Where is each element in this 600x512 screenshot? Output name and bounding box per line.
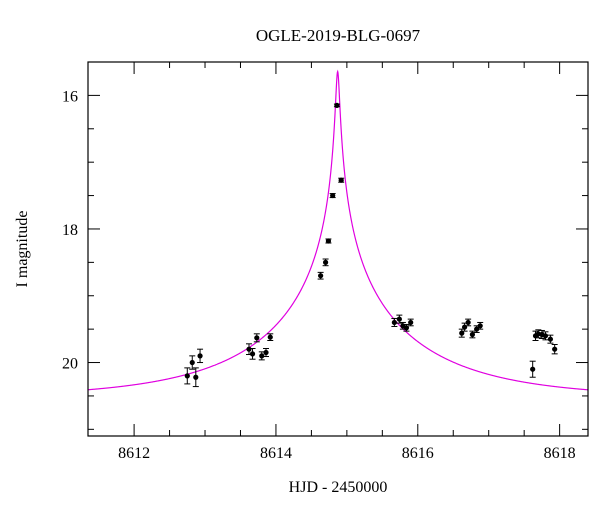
data-point — [469, 330, 476, 339]
data-marker — [184, 373, 190, 379]
data-point — [197, 348, 204, 364]
data-marker — [246, 346, 252, 352]
data-marker — [259, 353, 265, 359]
data-marker — [325, 238, 332, 244]
data-point — [322, 258, 329, 267]
data-marker — [189, 359, 195, 366]
data-marker — [552, 346, 558, 352]
data-point — [267, 333, 274, 341]
data-point — [458, 328, 465, 338]
data-points — [184, 102, 558, 388]
data-marker — [474, 326, 480, 332]
data-marker — [396, 316, 402, 322]
y-tick-label: 18 — [62, 222, 78, 239]
data-point — [258, 351, 265, 361]
y-tick-label: 16 — [62, 88, 78, 105]
data-marker — [391, 319, 397, 326]
data-marker — [408, 319, 414, 326]
y-axis-label: I magnitude — [14, 211, 31, 288]
data-point — [184, 367, 191, 385]
x-tick-label: 8614 — [260, 445, 292, 462]
data-point — [403, 323, 410, 332]
chart-title: OGLE-2019-BLG-0697 — [256, 26, 421, 45]
major-ticks — [88, 62, 588, 436]
data-marker — [403, 325, 410, 331]
x-tick-label: 8618 — [544, 445, 576, 462]
data-point — [325, 238, 332, 244]
data-point — [317, 271, 324, 280]
data-point — [396, 314, 403, 324]
model-layer — [87, 69, 589, 391]
data-point — [465, 318, 472, 327]
data-marker — [338, 177, 344, 183]
data-marker — [197, 353, 203, 359]
data-point — [529, 360, 536, 378]
data-point — [391, 317, 398, 327]
data-point — [189, 355, 196, 370]
plot-frame — [87, 61, 589, 437]
data-marker — [318, 273, 324, 279]
data-marker — [263, 349, 269, 356]
data-marker — [530, 366, 536, 372]
data-point — [407, 318, 414, 327]
data-marker — [254, 335, 260, 341]
data-point — [249, 348, 256, 360]
data-marker — [469, 331, 475, 338]
data-point — [333, 102, 340, 109]
y-tick-label: 20 — [62, 356, 78, 373]
data-marker — [267, 334, 273, 340]
x-tick-labels: 8612 8614 8616 8618 — [118, 445, 576, 462]
data-marker — [465, 319, 471, 326]
data-point — [542, 331, 549, 341]
x-axis-label: HJD - 2450000 — [289, 479, 388, 496]
x-tick-label: 8616 — [402, 445, 434, 462]
data-point — [338, 177, 345, 183]
data-point — [477, 321, 484, 330]
minor-ticks — [88, 62, 588, 436]
data-marker — [542, 333, 549, 339]
data-point — [329, 192, 336, 199]
data-marker — [193, 374, 199, 380]
data-marker — [459, 330, 465, 336]
x-tick-label: 8612 — [118, 445, 150, 462]
model-curve — [87, 69, 589, 391]
data-marker — [477, 323, 483, 329]
data-marker — [334, 102, 340, 109]
data-point — [547, 334, 554, 344]
data-point — [263, 348, 270, 358]
data-marker — [547, 336, 554, 342]
data-marker — [322, 259, 329, 265]
y-tick-labels: 16 18 20 — [62, 88, 78, 372]
data-point — [253, 333, 260, 343]
data-point — [192, 367, 199, 388]
data-marker — [249, 351, 256, 357]
data-marker — [330, 192, 336, 199]
data-point — [551, 344, 558, 355]
